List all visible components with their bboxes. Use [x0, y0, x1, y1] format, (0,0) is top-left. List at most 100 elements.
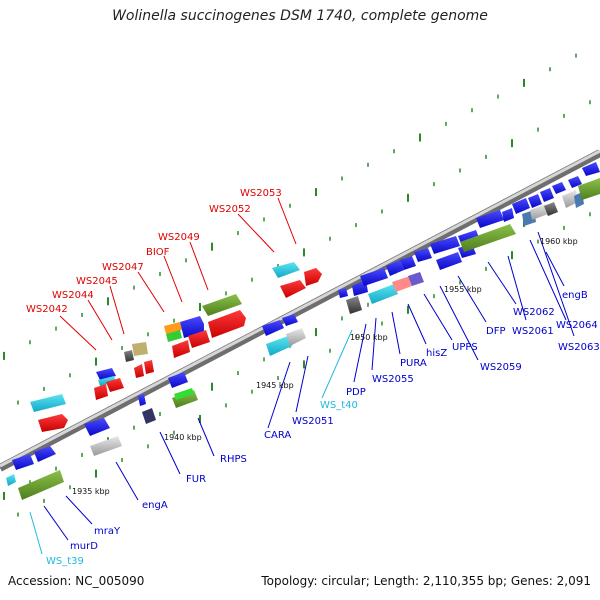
label-mraY[interactable]: mraY	[94, 526, 121, 537]
gene-WS2059-b[interactable]	[430, 236, 460, 254]
label-WS2042[interactable]: WS2042	[26, 304, 68, 315]
gene-engB-b[interactable]	[528, 194, 542, 208]
label-engB[interactable]: engB	[562, 290, 588, 301]
label-WS2064[interactable]: WS2064	[556, 320, 598, 331]
gene-engB-g[interactable]	[568, 176, 582, 188]
gene-engB-d[interactable]	[552, 182, 566, 194]
label-FUR[interactable]: FUR	[186, 474, 206, 485]
gene-WS2049-a[interactable]	[180, 316, 204, 338]
gene-UPPS-b[interactable]	[400, 256, 416, 270]
scale-label-1960: 1960 kbp	[540, 237, 578, 246]
gene-WS2047b[interactable]	[132, 342, 148, 356]
gene-WS2045[interactable]	[94, 384, 108, 400]
gene-WS2044b[interactable]	[98, 376, 116, 386]
gene-engA-b[interactable]	[90, 436, 122, 456]
label-WS2053[interactable]: WS2053	[240, 188, 282, 199]
gene-engB-c[interactable]	[540, 188, 554, 202]
scale-label-1935: 1935 kbp	[72, 487, 110, 496]
gene-WS2042b[interactable]	[38, 414, 68, 432]
gene-BIOF-a[interactable]	[134, 364, 144, 378]
label-WS2051[interactable]: WS2051	[292, 416, 334, 427]
gene-murD-b[interactable]	[12, 454, 34, 470]
gene-hisZ[interactable]	[408, 272, 424, 286]
gene-FUR-b[interactable]	[142, 408, 156, 424]
label-DFP[interactable]: DFP	[486, 326, 505, 337]
gene-engB-e[interactable]	[562, 190, 578, 208]
gene-PURA[interactable]	[368, 284, 398, 304]
label-PDP[interactable]: PDP	[346, 387, 366, 398]
gene-WS2045b[interactable]	[106, 378, 124, 392]
scale-labels: 1935 kbp 1940 kbp 1945 kbp 1950 kbp 1955…	[72, 237, 578, 496]
gene-murD-c[interactable]	[34, 446, 56, 462]
gene-WS2061-b[interactable]	[460, 224, 516, 252]
label-RHPS[interactable]: RHPS	[220, 454, 247, 465]
label-WS2063[interactable]: WS2063	[558, 342, 600, 353]
label-murD[interactable]: murD	[70, 541, 98, 552]
gene-murD-a[interactable]	[6, 474, 16, 486]
gene-WS2049-d[interactable]	[188, 330, 210, 348]
label-engA[interactable]: engA	[142, 500, 168, 511]
gene-FUR[interactable]	[138, 394, 146, 406]
gene-UPPS[interactable]	[386, 260, 404, 276]
label-WS2061[interactable]: WS2061	[512, 326, 554, 337]
leader-lines	[29, 197, 575, 555]
label-WS2052[interactable]: WS2052	[209, 204, 251, 215]
track-ticks	[3, 53, 591, 517]
gene-WS2049-e[interactable]	[208, 310, 246, 338]
gene-WS2049-b[interactable]	[202, 294, 242, 316]
gene-WS2042[interactable]	[30, 394, 66, 412]
scale-label-1940: 1940 kbp	[164, 433, 202, 442]
gene-WS2053[interactable]	[304, 268, 322, 286]
label-WS2049[interactable]: WS2049	[158, 232, 200, 243]
label-WS2062[interactable]: WS2062	[513, 307, 555, 318]
gene-RHPS-c[interactable]	[174, 388, 194, 400]
gene-WS_t40[interactable]	[338, 288, 348, 298]
label-WS_t40[interactable]: WS_t40	[320, 400, 358, 411]
gene-WS2051[interactable]	[266, 336, 292, 356]
gene-WS2059[interactable]	[414, 248, 432, 262]
label-WS2044[interactable]: WS2044	[52, 290, 94, 301]
gene-DFP[interactable]	[436, 252, 462, 270]
upper-strand-genes	[30, 262, 322, 432]
label-WS2059[interactable]: WS2059	[480, 362, 522, 373]
gene-WS2051-b[interactable]	[286, 328, 306, 346]
label-WS2055[interactable]: WS2055	[372, 374, 414, 385]
label-CARA[interactable]: CARA	[264, 430, 291, 441]
gene-PURA-b[interactable]	[392, 276, 412, 292]
label-WS_t39[interactable]: WS_t39	[46, 556, 84, 567]
label-UPPS[interactable]: UPPS	[452, 342, 478, 353]
gene-mraY[interactable]	[18, 470, 64, 500]
gene-WS2052b[interactable]	[280, 280, 306, 298]
scale-label-1955: 1955 kbp	[444, 285, 482, 294]
gene-RHPS[interactable]	[168, 372, 188, 388]
gene-BIOF-d[interactable]	[166, 330, 182, 342]
gene-CARA-b[interactable]	[282, 314, 298, 326]
upper-gene-labels: WS2042 WS2044 WS2045 WS2047 BIOF WS2049 …	[26, 188, 282, 315]
gene-WS2049-c[interactable]	[172, 340, 190, 358]
gene-engB[interactable]	[512, 198, 530, 214]
gene-WS2062-b[interactable]	[502, 208, 514, 222]
gene-WS2052[interactable]	[272, 262, 300, 278]
gene-engB-i[interactable]	[582, 162, 600, 176]
label-PURA[interactable]: PURA	[400, 358, 427, 369]
scale-label-1945: 1945 kbp	[256, 381, 294, 390]
label-WS2047[interactable]: WS2047	[102, 262, 144, 273]
lower-strand-genes	[6, 162, 600, 500]
gene-WS2064[interactable]	[544, 202, 558, 216]
gene-WS2063-b[interactable]	[530, 204, 548, 220]
gene-PDP[interactable]	[346, 296, 362, 314]
gene-BIOF-b[interactable]	[144, 360, 154, 374]
gene-WS2047[interactable]	[124, 350, 134, 362]
label-hisZ[interactable]: hisZ	[426, 348, 447, 359]
accession-text: Accession: NC_005090	[8, 574, 145, 588]
gene-WS2062[interactable]	[476, 210, 504, 228]
genome-axis	[0, 149, 600, 472]
label-WS2045[interactable]: WS2045	[76, 276, 118, 287]
label-BIOF[interactable]: BIOF	[146, 247, 170, 258]
gene-engB-h[interactable]	[578, 178, 600, 200]
genome-summary-text: Topology: circular; Length: 2,110,355 bp…	[261, 574, 591, 588]
gene-engA[interactable]	[84, 418, 110, 436]
gene-CARA[interactable]	[262, 320, 284, 336]
gene-WS2055-b[interactable]	[360, 268, 388, 286]
